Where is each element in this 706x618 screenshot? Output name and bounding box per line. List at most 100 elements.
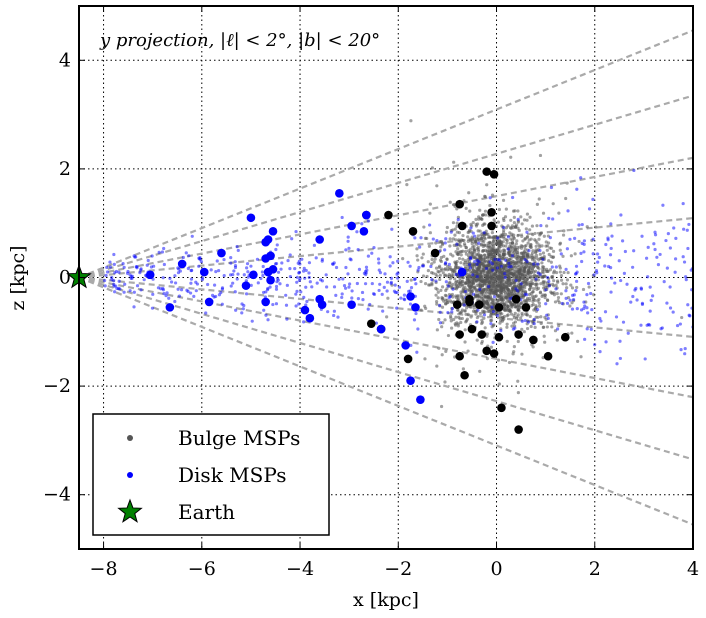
disk-sim-point (169, 280, 174, 284)
bulge-sim-point (556, 298, 560, 303)
bulge-sim-point (537, 197, 541, 201)
disk-sim-point (532, 317, 536, 322)
disk-sim-point (256, 281, 260, 285)
disk-sim-point (128, 289, 132, 293)
disk-sim-point (536, 262, 540, 266)
bulge-sim-point (426, 260, 430, 264)
bulge-sim-point (453, 227, 457, 231)
bulge-sim-point (512, 264, 516, 268)
disk-sim-point (192, 294, 196, 298)
bulge-sim-point (570, 331, 574, 335)
bulge-sim-point (476, 234, 480, 238)
disk-sim-point (655, 255, 659, 259)
disk-sim-point (653, 247, 657, 252)
disk-sim-point (619, 213, 623, 217)
disk-sim-point (516, 217, 520, 222)
disk-msp-point (347, 300, 356, 309)
bulge-sim-point (521, 289, 525, 293)
bulge-sim-point (474, 222, 478, 227)
bulge-sim-point (505, 300, 509, 304)
disk-sim-point (190, 234, 194, 238)
x-tick-label: −6 (188, 558, 216, 580)
bulge-msp-point (529, 335, 538, 345)
disk-sim-point (294, 304, 298, 308)
bulge-sim-point (488, 249, 492, 253)
bulge-sim-point (416, 258, 420, 262)
bulge-sim-point (459, 249, 463, 254)
bulge-sim-point (439, 259, 443, 264)
bulge-sim-point (439, 288, 443, 292)
bulge-sim-point (468, 287, 472, 292)
legend-marker-disk (127, 472, 133, 478)
bulge-sim-point (464, 246, 468, 250)
disk-sim-point (544, 302, 548, 306)
bulge-sim-point (522, 269, 526, 273)
bulge-sim-point (528, 296, 532, 301)
disk-sim-point (274, 284, 279, 289)
disk-sim-point (511, 195, 515, 200)
disk-sim-point (546, 316, 550, 321)
bulge-sim-point (471, 309, 476, 313)
bulge-sim-point (530, 251, 535, 255)
bulge-sim-point (432, 260, 436, 264)
disk-sim-point (366, 307, 370, 311)
disk-sim-point (591, 237, 595, 241)
disk-sim-point (275, 243, 279, 247)
bulge-sim-point (463, 340, 467, 344)
bulge-sim-point (543, 296, 547, 300)
y-axis-label: z [kpc] (7, 245, 29, 310)
bulge-msp-point (482, 346, 491, 356)
bulge-sim-point (540, 261, 544, 265)
bulge-sim-point (487, 269, 492, 273)
bulge-sim-point (481, 213, 485, 217)
bulge-sim-point (533, 325, 537, 329)
bulge-sim-point (545, 248, 549, 252)
disk-sim-point (622, 271, 627, 275)
disk-sim-point (288, 253, 292, 257)
bulge-sim-point (436, 269, 440, 273)
y-tick-label: −2 (43, 375, 71, 397)
bulge-sim-point (491, 312, 496, 316)
disk-sim-point (405, 279, 409, 283)
bulge-sim-point (452, 203, 456, 207)
disk-sim-point (435, 239, 439, 243)
disk-sim-point (559, 252, 563, 256)
disk-sim-point (489, 322, 493, 326)
disk-msp-point (317, 300, 327, 309)
bulge-sim-point (434, 293, 438, 297)
cone-line (79, 94, 693, 279)
bulge-sim-point (537, 301, 541, 305)
disk-sim-point (501, 225, 506, 230)
bulge-sim-point (529, 242, 533, 247)
disk-sim-point (190, 268, 194, 272)
msp-point-cloud (103, 119, 693, 409)
disk-sim-point (618, 356, 623, 361)
disk-sim-point (173, 299, 177, 304)
bulge-sim-point (478, 311, 483, 316)
disk-sim-point (355, 230, 359, 234)
bulge-sim-point (461, 276, 465, 280)
bulge-sim-point (549, 246, 554, 250)
disk-sim-point (209, 268, 213, 272)
bulge-sim-point (505, 238, 509, 243)
disk-sim-point (332, 285, 337, 289)
disk-sim-point (429, 264, 433, 269)
bulge-sim-point (464, 206, 468, 210)
bulge-sim-point (507, 360, 512, 365)
disk-msp-point (249, 270, 258, 280)
disk-sim-point (233, 290, 237, 294)
bulge-msp-point (457, 221, 467, 231)
disk-sim-point (288, 267, 292, 271)
y-tick-label: 0 (59, 267, 71, 289)
bulge-sim-point (499, 235, 503, 239)
disk-sim-point (121, 262, 125, 266)
bulge-sim-point (478, 229, 482, 233)
disk-sim-point (232, 269, 236, 273)
bulge-sim-point (419, 308, 423, 312)
bulge-sim-point (555, 291, 559, 296)
bulge-sim-point (436, 296, 440, 300)
disk-sim-point (419, 236, 423, 240)
bulge-sim-point (455, 252, 459, 256)
bulge-sim-point (520, 222, 524, 226)
bulge-sim-point (455, 224, 459, 229)
